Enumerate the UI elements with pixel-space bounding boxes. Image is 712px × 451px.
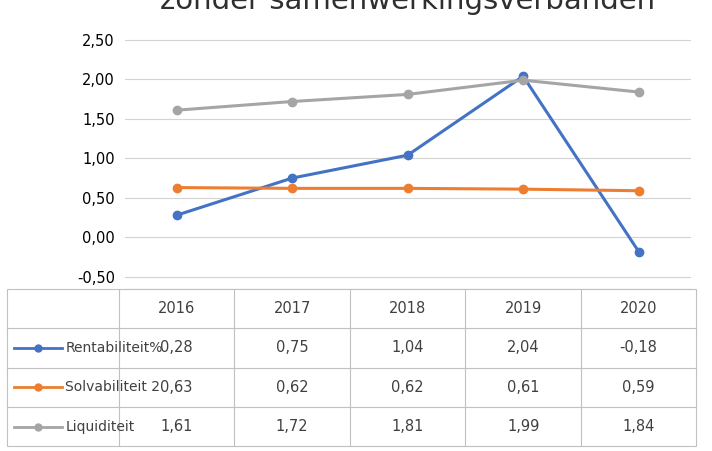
Text: 2,04: 2,04 [507,341,540,355]
Text: 0,61: 0,61 [507,380,540,395]
Text: 2020: 2020 [620,301,657,316]
Text: 1,84: 1,84 [622,419,655,434]
Text: 2018: 2018 [389,301,426,316]
Text: 1,61: 1,61 [160,419,193,434]
Text: 0,62: 0,62 [276,380,308,395]
Text: Solvabiliteit 2: Solvabiliteit 2 [66,380,160,394]
Text: 0,75: 0,75 [276,341,308,355]
Title: Kengetallen Voortgezet Onderwijs
zonder samenwerkingsverbanden: Kengetallen Voortgezet Onderwijs zonder … [160,0,655,15]
Text: 0,63: 0,63 [160,380,193,395]
Text: 1,72: 1,72 [276,419,308,434]
Text: 0,28: 0,28 [160,341,193,355]
Text: 1,99: 1,99 [507,419,539,434]
Text: 0,59: 0,59 [622,380,655,395]
Text: 2016: 2016 [158,301,195,316]
Text: 2017: 2017 [273,301,311,316]
Text: Liquiditeit: Liquiditeit [66,420,135,434]
Text: 0,62: 0,62 [392,380,424,395]
Text: 1,04: 1,04 [392,341,424,355]
Text: 2019: 2019 [505,301,542,316]
Text: -0,18: -0,18 [619,341,658,355]
Text: Rentabiliteit%: Rentabiliteit% [66,341,163,355]
Text: 1,81: 1,81 [392,419,424,434]
